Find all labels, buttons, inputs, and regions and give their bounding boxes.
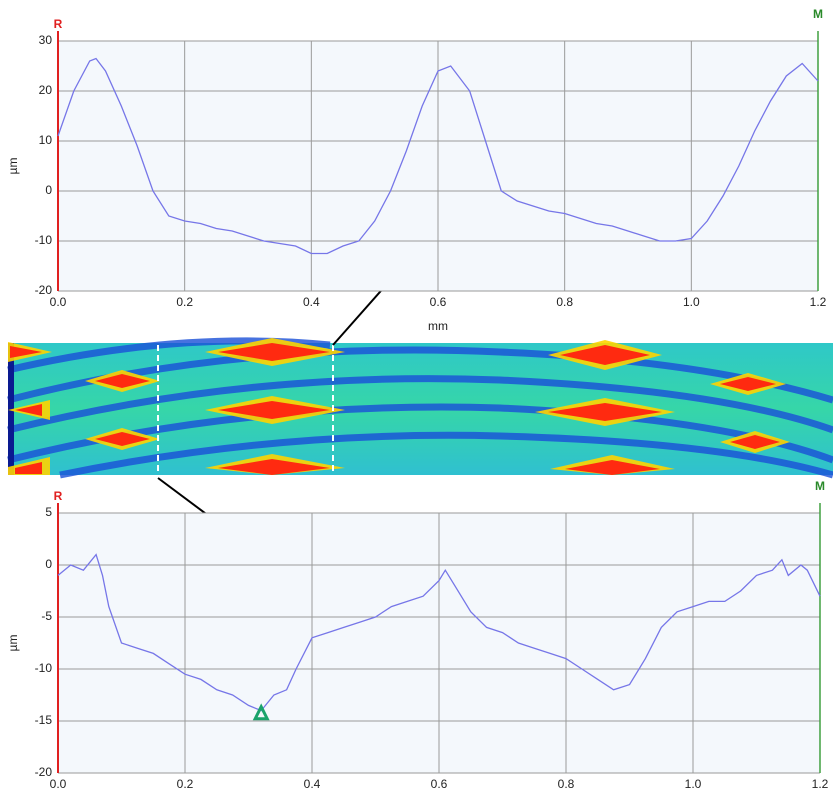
y-axis-label: µm [6, 158, 20, 175]
y-tick-label: 5 [45, 505, 52, 519]
x-tick-label: 1.2 [812, 777, 829, 791]
y-tick-label: 30 [39, 33, 53, 47]
x-tick-label: 0.4 [303, 295, 320, 309]
x-tick-label: 0.8 [556, 295, 573, 309]
y-tick-label: -10 [35, 661, 53, 675]
right-marker: M [813, 7, 823, 21]
x-axis-label: mm [428, 319, 448, 333]
y-tick-label: 0 [45, 183, 52, 197]
y-tick-label: 0 [45, 557, 52, 571]
x-tick-label: 0.6 [431, 777, 448, 791]
heatmap-image [7, 337, 833, 479]
x-tick-label: 1.2 [810, 295, 827, 309]
x-tick-label: 0.8 [558, 777, 575, 791]
x-tick-label: 1.0 [683, 295, 700, 309]
x-tick-label: 0.0 [50, 295, 67, 309]
x-tick-label: 0.4 [304, 777, 321, 791]
y-tick-label: 10 [39, 133, 53, 147]
point-marker [252, 703, 270, 721]
y-tick-label: -20 [35, 765, 53, 779]
x-tick-label: 0.0 [50, 777, 67, 791]
left-marker: R [54, 17, 63, 31]
y-tick-label: 20 [39, 83, 53, 97]
y-tick-label: -10 [35, 233, 53, 247]
left-marker: R [54, 489, 63, 503]
x-tick-label: 0.2 [177, 777, 194, 791]
data-line [57, 57, 819, 255]
y-tick-label: -15 [35, 713, 53, 727]
data-line [57, 553, 821, 712]
x-tick-label: 1.0 [685, 777, 702, 791]
y-tick-label: -20 [35, 283, 53, 297]
x-tick-label: 0.6 [430, 295, 447, 309]
y-axis-label: µm [6, 635, 20, 652]
y-tick-label: -5 [41, 609, 52, 623]
right-marker: M [815, 479, 825, 493]
x-tick-label: 0.2 [176, 295, 193, 309]
